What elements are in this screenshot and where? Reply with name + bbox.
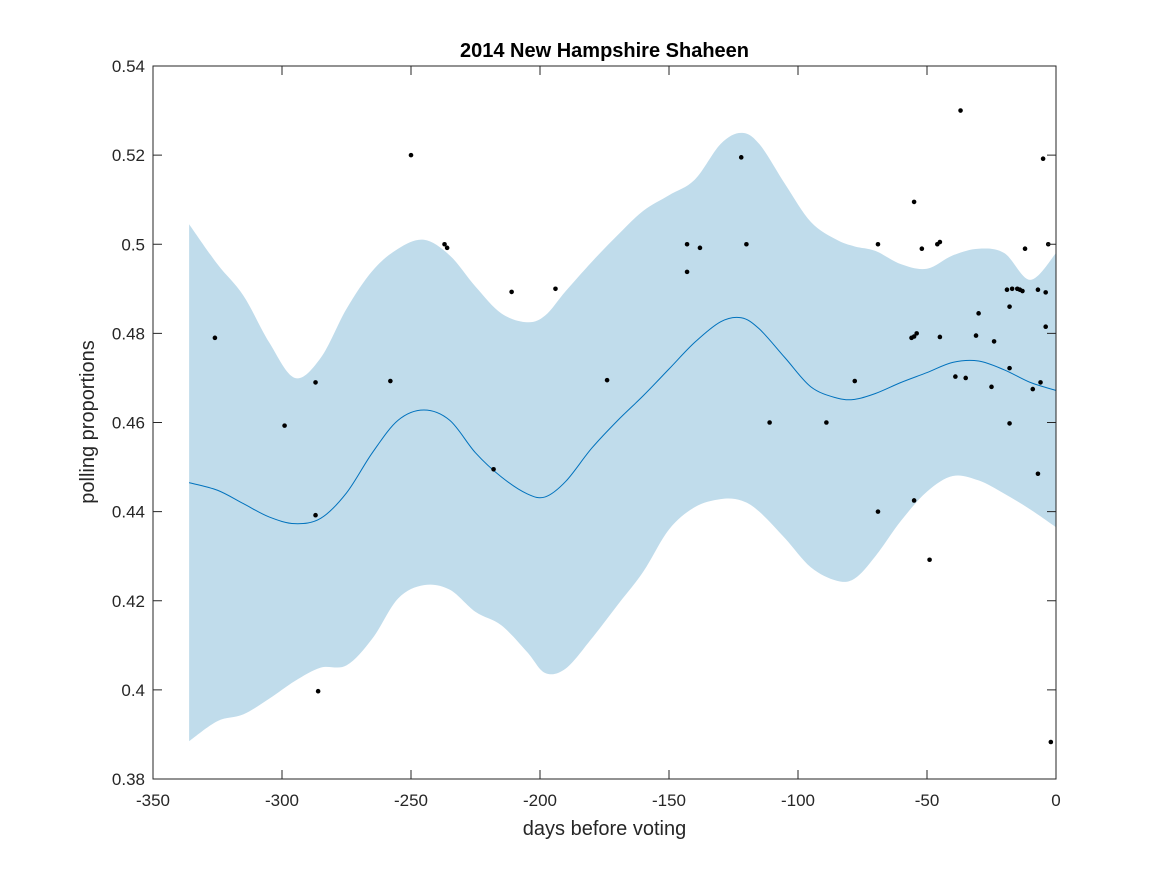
data-point <box>315 688 321 694</box>
data-point <box>697 245 703 251</box>
confidence-band-layer <box>189 132 1056 742</box>
data-point <box>282 423 287 428</box>
data-point <box>989 384 994 390</box>
data-point <box>824 420 829 425</box>
x-tick-label: -100 <box>781 791 815 810</box>
y-tick-label: 0.5 <box>121 235 145 254</box>
data-point <box>738 155 744 160</box>
x-tick-label: -250 <box>394 791 428 810</box>
data-point <box>911 199 917 205</box>
y-tick-label: 0.42 <box>112 592 145 611</box>
data-point <box>509 289 514 295</box>
x-tick-label: -200 <box>523 791 557 810</box>
data-point <box>958 108 963 113</box>
data-point <box>1004 287 1010 293</box>
data-point <box>911 498 917 503</box>
x-axis-label: days before voting <box>523 818 686 840</box>
y-tick-label: 0.44 <box>112 503 145 522</box>
data-point <box>767 420 772 425</box>
data-point <box>313 380 318 385</box>
data-point <box>963 375 968 381</box>
data-point <box>684 241 690 247</box>
trend-line-layer <box>188 316 1057 525</box>
data-point <box>1022 246 1028 252</box>
y-tick-label: 0.46 <box>112 414 145 433</box>
data-point <box>953 374 958 379</box>
data-point <box>553 286 558 292</box>
data-point <box>937 239 943 245</box>
y-tick-label: 0.52 <box>112 146 145 165</box>
data-point <box>1007 304 1012 309</box>
x-tick-label: 0 <box>1051 791 1060 810</box>
data-point <box>1043 290 1048 295</box>
confidence-band <box>189 132 1056 742</box>
data-point <box>1040 156 1046 161</box>
x-tick-label: -300 <box>265 791 299 810</box>
data-point <box>1038 380 1043 385</box>
y-tick-label: 0.54 <box>112 57 145 76</box>
data-point <box>1009 286 1015 292</box>
data-point <box>313 512 318 518</box>
data-point <box>388 378 393 384</box>
data-point <box>1030 386 1036 392</box>
data-point <box>911 334 917 339</box>
data-point <box>1043 324 1048 329</box>
data-point <box>919 246 925 252</box>
data-point <box>442 241 447 247</box>
data-points-layer <box>212 108 1054 745</box>
data-point <box>875 241 881 247</box>
data-point <box>1007 365 1012 371</box>
data-point <box>1035 471 1041 477</box>
x-tick-label: -350 <box>136 791 170 810</box>
data-point <box>937 334 943 340</box>
data-point <box>744 241 749 247</box>
data-point <box>1007 421 1012 426</box>
y-tick-label: 0.38 <box>112 770 145 789</box>
data-point <box>976 311 981 316</box>
data-point <box>991 339 997 344</box>
trend-line <box>188 316 1057 525</box>
y-tick-label: 0.4 <box>121 681 145 700</box>
data-point <box>852 378 858 384</box>
data-point <box>604 377 610 383</box>
data-point <box>875 509 881 514</box>
data-point <box>684 269 690 275</box>
x-tick-label: -50 <box>915 791 940 810</box>
data-point <box>1035 287 1041 293</box>
data-point <box>927 557 932 563</box>
data-point <box>914 331 919 336</box>
x-tick-label: -150 <box>652 791 686 810</box>
data-point <box>408 152 414 158</box>
data-point <box>491 466 496 472</box>
data-point <box>973 333 979 338</box>
y-tick-label: 0.48 <box>112 324 145 343</box>
data-point <box>1048 739 1054 745</box>
data-point <box>1020 288 1025 294</box>
chart-title: 2014 New Hampshire Shaheen <box>460 40 749 62</box>
axes-layer: -350 -300 -250 -200 -150 -100 -50 0 0.38 0.4 0.42 0… <box>112 57 1061 810</box>
data-point <box>212 335 218 341</box>
y-axis-label: polling proportions <box>77 340 99 503</box>
data-point <box>444 245 450 251</box>
